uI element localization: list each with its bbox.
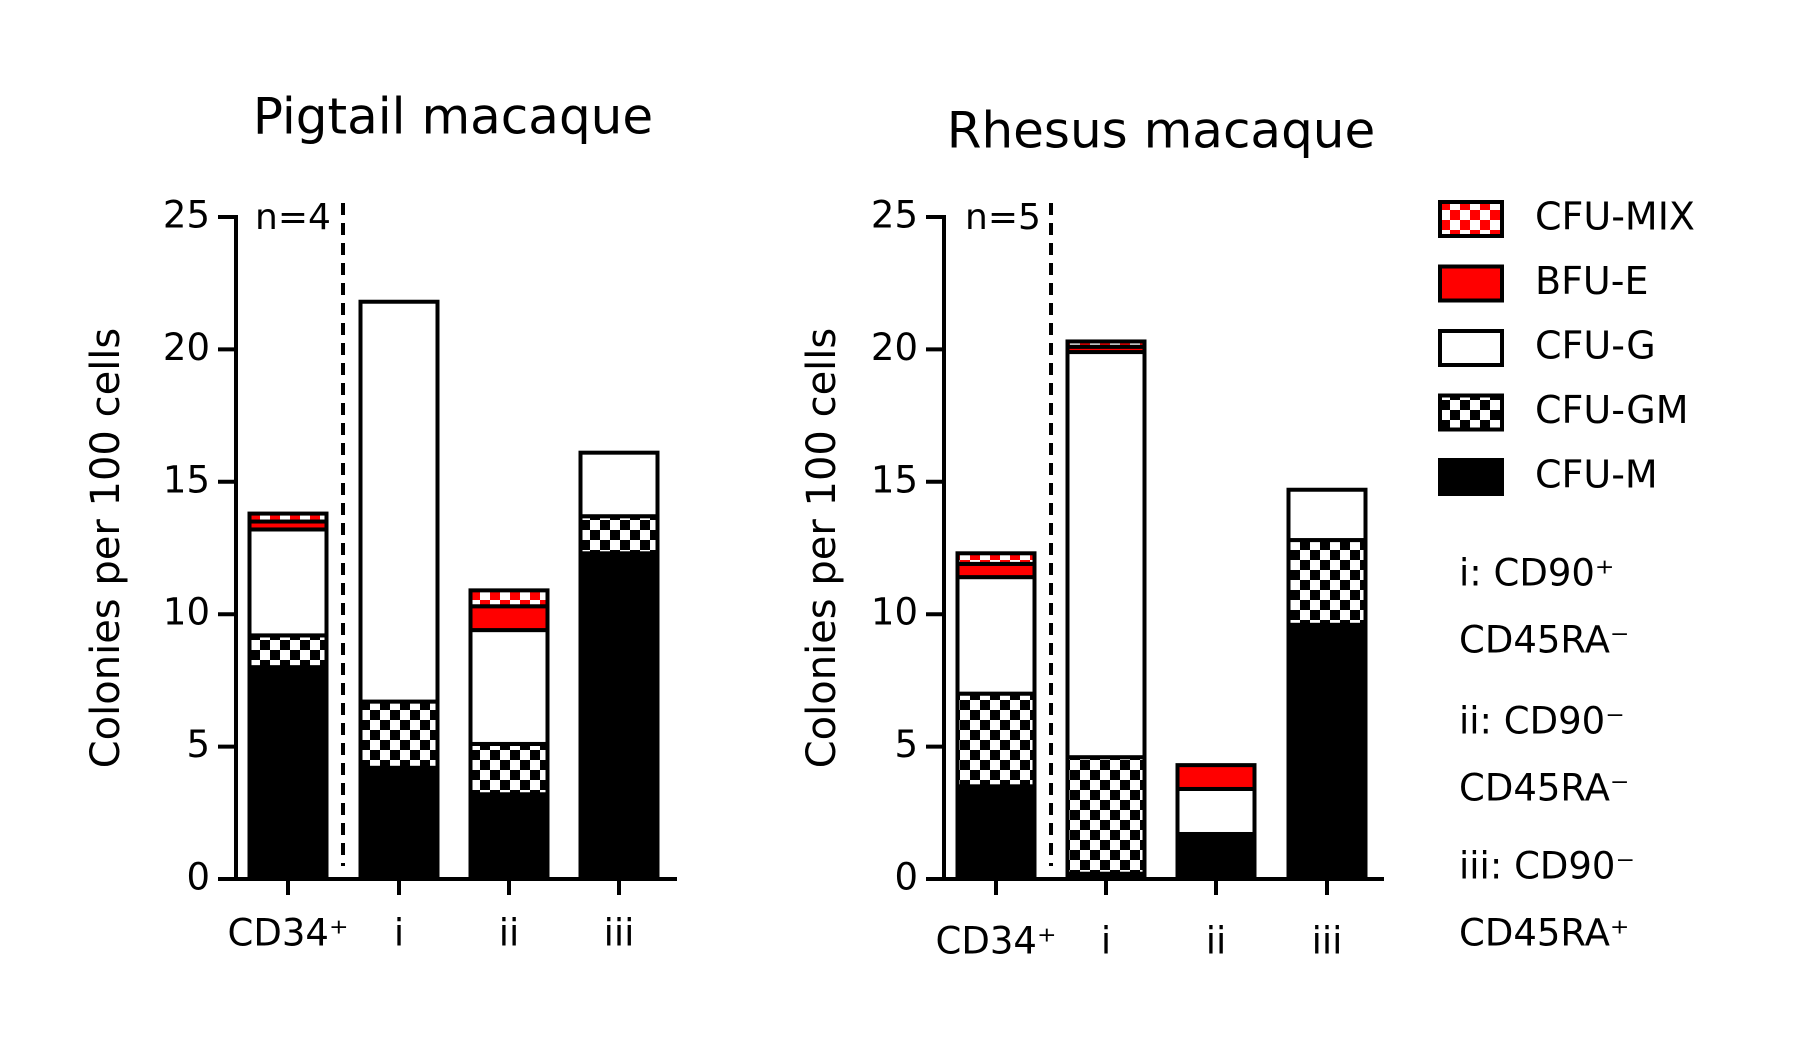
y-tick-label: 10 <box>871 591 918 634</box>
bar-segment <box>955 691 1037 789</box>
bar-segment <box>468 604 550 633</box>
legend-swatch <box>1438 329 1504 367</box>
bar-segment <box>358 699 440 770</box>
bar-segment <box>1175 831 1257 882</box>
bar-segment <box>468 741 550 797</box>
legend-label: CFU-GM <box>1535 388 1689 432</box>
bar-segment <box>358 765 440 881</box>
legend-note: CD45RA⁻ <box>1459 619 1629 662</box>
bar-segment <box>1286 622 1368 881</box>
bar-segment <box>1175 786 1257 836</box>
x-tick-label: CD34⁺ <box>936 920 1057 963</box>
bar-segment <box>247 511 329 524</box>
bar-segment <box>358 299 440 704</box>
bar-segment <box>247 633 329 670</box>
bar-segment <box>955 575 1037 696</box>
y-tick-label: 20 <box>871 326 918 369</box>
legend-swatch <box>1438 200 1504 238</box>
bar-segment <box>468 628 550 746</box>
bar-segment <box>1065 339 1147 349</box>
y-tick-label: 10 <box>163 591 210 634</box>
x-tick-label: i <box>394 912 404 955</box>
y-tick-label: 0 <box>186 856 210 899</box>
bar-segment <box>955 551 1037 566</box>
bar-segment <box>578 514 660 556</box>
bar-segment <box>468 792 550 881</box>
x-tick-label: iii <box>1312 920 1343 963</box>
legend-note: ii: CD90⁻ <box>1459 700 1625 743</box>
legend-label: BFU-E <box>1535 259 1648 303</box>
y-tick-label: 25 <box>163 194 210 237</box>
annotation: n=5 <box>965 197 1041 238</box>
legend-label: CFU-G <box>1535 324 1656 368</box>
legend-label: CFU-M <box>1535 453 1658 497</box>
x-tick-label: iii <box>604 912 635 955</box>
y-tick-label: 25 <box>871 194 918 237</box>
legend-note: CD45RA⁺ <box>1459 912 1629 955</box>
y-tick-label: 5 <box>894 723 918 766</box>
y-tick-label: 5 <box>186 723 210 766</box>
bar-segment <box>247 665 329 881</box>
bar-segment <box>1065 755 1147 876</box>
legend-swatch <box>1438 393 1504 432</box>
y-axis-label: Colonies per 100 cells <box>83 328 129 769</box>
x-tick-label: CD34⁺ <box>228 912 349 955</box>
legend-note: iii: CD90⁻ <box>1459 845 1635 888</box>
bar-segment <box>1286 538 1368 627</box>
y-tick-label: 0 <box>894 856 918 899</box>
legend-note: i: CD90⁺ <box>1459 552 1614 595</box>
x-tick-label: ii <box>1206 920 1227 963</box>
y-tick-label: 15 <box>871 458 918 501</box>
bar-segment <box>955 784 1037 882</box>
chart-title: Rhesus macaque <box>947 102 1376 160</box>
x-tick-label: ii <box>499 912 520 955</box>
legend-swatch <box>1438 264 1504 303</box>
bar-segment <box>1175 763 1257 791</box>
y-tick-label: 20 <box>163 326 210 369</box>
legend-label: CFU-MIX <box>1535 195 1695 239</box>
bar-segment <box>247 527 329 638</box>
bar-segment <box>578 551 660 882</box>
legend-swatch <box>1438 458 1504 496</box>
y-axis-label: Colonies per 100 cells <box>799 328 845 769</box>
annotation: n=4 <box>255 197 331 238</box>
bar-segment <box>578 450 660 519</box>
bar-segment <box>468 588 550 609</box>
y-tick-label: 15 <box>163 458 210 501</box>
bar-segment <box>1286 487 1368 543</box>
x-tick-label: i <box>1101 920 1111 963</box>
bar-segment <box>1065 350 1147 760</box>
chart-title: Pigtail macaque <box>253 88 653 146</box>
legend-note: CD45RA⁻ <box>1459 767 1629 810</box>
